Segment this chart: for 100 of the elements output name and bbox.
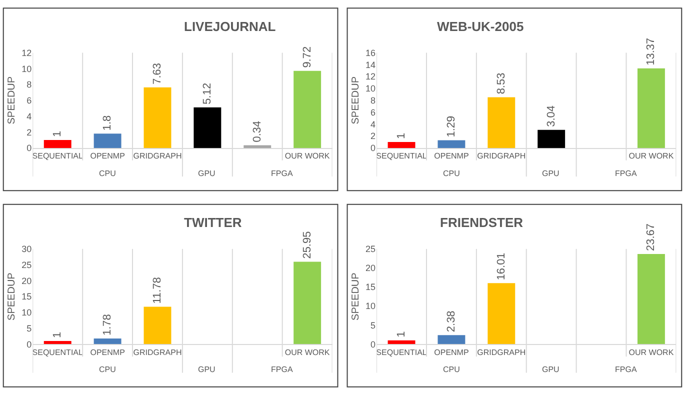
y-tick-label: 12 — [366, 72, 376, 82]
y-tick-label: 0 — [370, 143, 376, 154]
data-label: 1 — [52, 332, 64, 338]
bar — [244, 145, 272, 148]
bar — [438, 140, 466, 148]
bar — [637, 68, 665, 148]
bar — [388, 340, 416, 344]
bar — [294, 262, 322, 344]
bar — [388, 142, 416, 148]
bar — [538, 130, 566, 148]
y-tick-label: 0 — [370, 339, 376, 350]
x-tick-label: SEQUENTIAL — [32, 348, 84, 357]
text: GPU — [198, 169, 216, 178]
y-tick-label: 30 — [22, 244, 32, 254]
chart-title: LIVEJOURNAL — [184, 19, 276, 34]
y-tick-label: 10 — [366, 84, 376, 94]
y-tick-label: 0 — [26, 339, 32, 350]
x-tick-label: OUR WORK — [628, 348, 674, 357]
y-tick-label: 25 — [22, 260, 32, 270]
bar — [94, 134, 122, 148]
x-tick-label: OPENMP — [90, 152, 125, 161]
y-tick-label: 14 — [366, 60, 376, 70]
bar — [488, 97, 516, 148]
text: FPGA — [271, 365, 294, 374]
bar — [294, 70, 322, 148]
x-tick-label: OUR WORK — [628, 152, 674, 161]
y-axis-title: SPEEDUP — [6, 272, 18, 320]
bar — [194, 107, 222, 148]
y-tick-label: 2 — [26, 127, 32, 138]
y-tick-label: 4 — [26, 111, 32, 122]
bar — [144, 87, 172, 148]
text: FPGA — [615, 365, 638, 374]
y-tick-label: 16 — [366, 48, 376, 58]
data-label: 1.29 — [445, 116, 458, 138]
x-tick-label: OUR WORK — [284, 348, 330, 357]
data-label: 1 — [396, 132, 408, 140]
y-tick-label: 6 — [26, 96, 32, 106]
y-tick-label: 0 — [26, 143, 32, 154]
bar — [94, 338, 122, 344]
x-tick-label: SEQUENTIAL — [376, 152, 428, 161]
data-label: 1 — [396, 331, 408, 338]
bar — [44, 341, 72, 344]
text: CPU — [443, 365, 460, 374]
y-tick-label: 5 — [26, 323, 32, 334]
y-tick-label: 2 — [370, 131, 376, 142]
bar — [438, 335, 466, 344]
x-tick-label: SEQUENTIAL — [32, 152, 84, 161]
data-label: 5.12 — [201, 82, 214, 104]
data-label: 0.34 — [251, 120, 264, 142]
x-tick-label: GRIDGRAPH — [477, 348, 526, 357]
y-tick-label: 20 — [22, 276, 32, 286]
data-label: 1.78 — [102, 314, 114, 336]
data-label: 25.95 — [301, 231, 314, 259]
text: CPU — [443, 169, 460, 178]
text: GPU — [542, 169, 560, 178]
text: CPU — [99, 169, 116, 178]
x-tick-label: OPENMP — [434, 152, 469, 161]
y-tick-label: 5 — [370, 320, 376, 330]
x-tick-label: OPENMP — [434, 348, 469, 357]
y-tick-label: 25 — [366, 244, 376, 254]
text: GPU — [542, 365, 560, 374]
y-tick-label: 10 — [22, 64, 32, 74]
data-label: 16.01 — [495, 252, 508, 280]
data-label: 7.63 — [151, 62, 164, 84]
x-tick-label: GRIDGRAPH — [133, 152, 182, 161]
text: GPU — [198, 365, 216, 374]
chart-title: FRIENDSTER — [440, 215, 524, 230]
bar — [44, 140, 72, 148]
y-axis-title: SPEEDUP — [350, 272, 362, 320]
bar — [144, 306, 172, 344]
data-label: 3.04 — [545, 105, 558, 127]
y-tick-label: 12 — [22, 48, 32, 58]
y-tick-label: 10 — [22, 308, 32, 318]
y-axis-title: SPEEDUP — [6, 76, 18, 124]
y-axis-title: SPEEDUP — [350, 76, 362, 124]
data-label: 13.37 — [645, 38, 658, 66]
x-tick-label: GRIDGRAPH — [477, 152, 526, 161]
data-label: 23.67 — [645, 224, 658, 251]
text: FPGA — [615, 169, 638, 178]
bar — [637, 254, 665, 344]
data-label: 8.53 — [495, 72, 508, 94]
x-tick-label: OPENMP — [90, 348, 125, 357]
y-tick-label: 20 — [366, 263, 376, 274]
y-tick-label: 6 — [370, 107, 376, 118]
data-label: 1.8 — [102, 115, 114, 131]
data-label: 9.72 — [301, 46, 314, 68]
y-tick-label: 8 — [26, 80, 32, 90]
y-tick-label: 10 — [366, 301, 376, 312]
data-label: 11.78 — [151, 277, 164, 304]
x-tick-label: OUR WORK — [284, 152, 330, 161]
y-tick-label: 15 — [366, 282, 376, 292]
x-tick-label: GRIDGRAPH — [133, 348, 182, 357]
text: CPU — [99, 365, 116, 374]
y-tick-label: 8 — [370, 96, 376, 106]
data-label: 2.38 — [445, 310, 458, 332]
y-tick-label: 15 — [22, 292, 32, 302]
chart-title: TWITTER — [184, 215, 242, 230]
y-tick-label: 4 — [370, 119, 376, 130]
x-tick-label: SEQUENTIAL — [376, 348, 428, 357]
data-label: 1 — [52, 130, 64, 138]
